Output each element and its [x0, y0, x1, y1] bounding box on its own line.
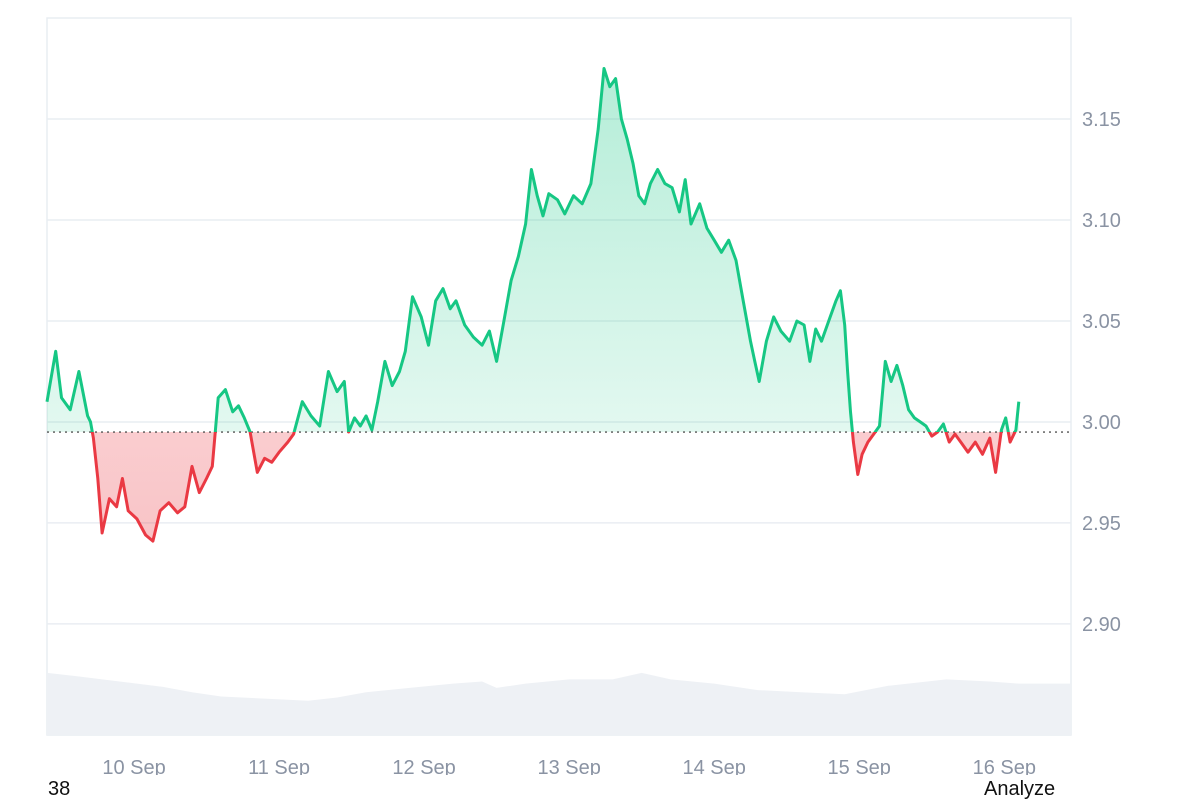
- y-tick-label: 2.95: [1082, 513, 1121, 535]
- price-chart: 2.90 2.95 3.00 3.05 3.10 3.15 10 Sep 11 Sep 12 …: [45, 17, 1121, 775]
- y-axis-ticks: 2.90 2.95 3.00 3.05 3.10 3.15: [1082, 109, 1121, 636]
- price-area-above: [47, 68, 1019, 433]
- x-tick-label: 12 Sep: [392, 757, 455, 775]
- y-tick-label: 2.90: [1082, 614, 1121, 636]
- volume-area: [47, 672, 1071, 735]
- price-fill-group: [47, 68, 1019, 542]
- footer-left-text: 38: [48, 778, 71, 800]
- x-axis-ticks: 10 Sep 11 Sep 12 Sep 13 Sep 14 Sep 15 Sep 16 S…: [102, 757, 1036, 775]
- price-line-up: [45, 67, 1021, 433]
- y-tick-label: 3.05: [1082, 311, 1121, 333]
- x-tick-label: 11 Sep: [248, 757, 310, 775]
- y-tick-label: 3.00: [1082, 412, 1121, 434]
- volume-area-group: [47, 672, 1071, 735]
- x-tick-label: 14 Sep: [683, 757, 746, 775]
- price-area-below: [92, 432, 1015, 542]
- price-line-group: [45, 67, 1021, 543]
- y-tick-label: 3.15: [1082, 109, 1121, 131]
- y-tick-label: 3.10: [1082, 210, 1121, 232]
- x-tick-label: 10 Sep: [102, 757, 165, 775]
- x-tick-label: 13 Sep: [537, 757, 600, 775]
- x-tick-label: 15 Sep: [828, 757, 891, 775]
- analyze-link[interactable]: Analyze: [984, 778, 1056, 800]
- x-tick-label: 16 Sep: [973, 757, 1036, 775]
